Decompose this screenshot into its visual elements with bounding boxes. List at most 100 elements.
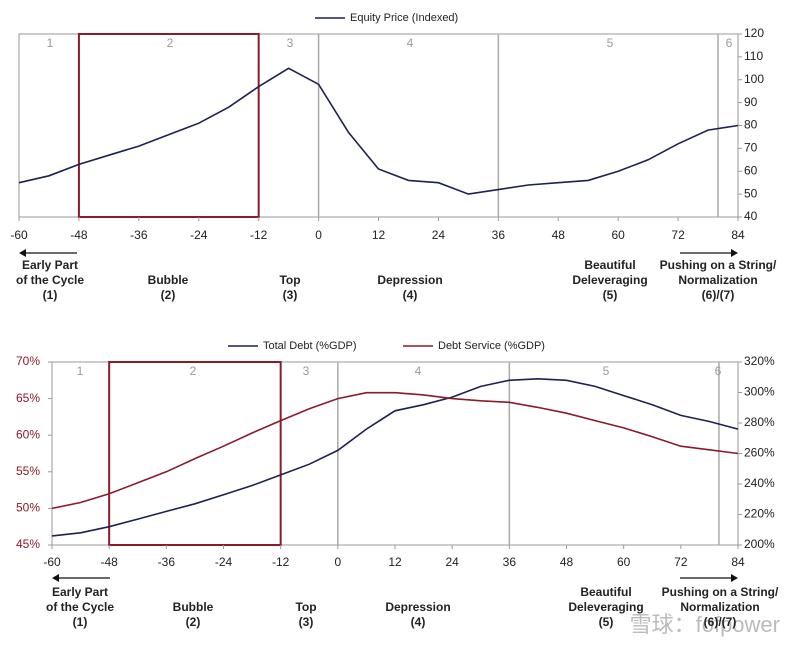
x-tick-label: 36 — [503, 555, 517, 569]
y-tick-label: 60% — [16, 427, 40, 441]
y-tick-label: 50% — [16, 501, 40, 515]
x-tick-label: -12 — [272, 555, 290, 569]
x-tick-label: 0 — [315, 228, 322, 242]
phase-number: 6 — [726, 36, 733, 50]
phase-label: Normalization — [678, 273, 757, 287]
phase-number: 3 — [303, 364, 310, 378]
phase-label: (2) — [186, 615, 201, 629]
y2-tick-label: 60 — [744, 163, 758, 177]
phase-label: Beautiful — [580, 585, 631, 599]
phase-label: (3) — [299, 615, 314, 629]
y2-tick-label: 90 — [744, 95, 758, 109]
y2-tick-label: 40 — [744, 209, 758, 223]
y2-tick-label: 320% — [744, 354, 775, 368]
y2-tick-label: 80 — [744, 118, 758, 132]
y-tick-label: 65% — [16, 391, 40, 405]
phase-label: (1) — [73, 615, 88, 629]
phase-label: Beautiful — [584, 258, 635, 272]
y2-tick-label: 280% — [744, 415, 775, 429]
phase-label: Depression — [385, 600, 450, 614]
y2-tick-label: 260% — [744, 446, 775, 460]
series-line — [51, 391, 739, 510]
x-tick-label: 84 — [731, 555, 745, 569]
x-tick-label: -60 — [43, 555, 61, 569]
phase-label: Bubble — [173, 600, 214, 614]
phase-number: 2 — [167, 36, 174, 50]
x-tick-label: 72 — [671, 228, 685, 242]
phase-label: (5) — [599, 615, 614, 629]
watermark: 雪球：fofpower — [630, 612, 780, 637]
phase-label: of the Cycle — [46, 600, 114, 614]
plot-frame — [18, 33, 739, 218]
bubble-highlight — [108, 361, 282, 546]
x-tick-label: 84 — [731, 228, 745, 242]
phase-label: Depression — [377, 273, 442, 287]
phase-label: Early Part — [52, 585, 108, 599]
y2-tick-label: 300% — [744, 385, 775, 399]
x-tick-label: 24 — [445, 555, 459, 569]
plot-frame — [51, 361, 739, 546]
x-tick-label: -48 — [100, 555, 118, 569]
phase-label: (2) — [161, 288, 176, 302]
series-line — [18, 67, 739, 195]
legend-label: Equity Price (Indexed) — [350, 12, 458, 24]
phase-label: (3) — [283, 288, 298, 302]
phase-label: (4) — [403, 288, 418, 302]
x-tick-label: 12 — [372, 228, 386, 242]
y2-tick-label: 200% — [744, 537, 775, 551]
y2-tick-label: 100 — [744, 72, 764, 86]
phase-label: Early Part — [22, 258, 78, 272]
bubble-highlight — [77, 33, 260, 218]
arrow-head — [52, 574, 59, 582]
arrow-head — [19, 249, 26, 257]
x-tick-label: 72 — [674, 555, 688, 569]
x-tick-label: -24 — [215, 555, 233, 569]
x-tick-label: 60 — [617, 555, 631, 569]
x-tick-label: 0 — [334, 555, 341, 569]
phase-number: 1 — [47, 36, 54, 50]
phase-label: Top — [295, 600, 316, 614]
phase-number: 5 — [603, 364, 610, 378]
x-tick-label: -36 — [158, 555, 176, 569]
y2-tick-label: 220% — [744, 507, 775, 521]
x-tick-label: -12 — [250, 228, 268, 242]
x-tick-label: 36 — [492, 228, 506, 242]
y2-tick-label: 50 — [744, 186, 758, 200]
phase-label: Deleveraging — [572, 273, 647, 287]
legend-label: Debt Service (%GDP) — [438, 340, 545, 352]
phase-label: (6)/(7) — [702, 288, 735, 302]
x-tick-label: -24 — [190, 228, 208, 242]
phase-label: Bubble — [148, 273, 189, 287]
x-tick-label: 48 — [552, 228, 566, 242]
phase-label: Pushing on a String/ — [660, 258, 777, 272]
y-tick-label: 70% — [16, 354, 40, 368]
phase-label: Top — [279, 273, 300, 287]
series-line — [51, 377, 739, 537]
phase-label: of the Cycle — [16, 273, 84, 287]
phase-label: Pushing on a String/ — [662, 585, 779, 599]
phase-number: 4 — [407, 36, 414, 50]
y2-tick-label: 110 — [744, 49, 763, 63]
x-tick-label: 48 — [560, 555, 574, 569]
x-tick-label: 24 — [432, 228, 446, 242]
phase-number: 6 — [715, 364, 722, 378]
phase-number: 2 — [190, 364, 197, 378]
phase-label: (5) — [603, 288, 618, 302]
y2-tick-label: 120 — [744, 26, 764, 40]
phase-label: (1) — [43, 288, 58, 302]
arrow-head — [731, 574, 738, 582]
phase-number: 1 — [77, 364, 84, 378]
legend-label: Total Debt (%GDP) — [263, 340, 357, 352]
phase-label: (4) — [411, 615, 426, 629]
phase-label: Normalization — [680, 600, 759, 614]
x-tick-label: 60 — [611, 228, 625, 242]
x-tick-label: -60 — [10, 228, 28, 242]
y2-tick-label: 240% — [744, 476, 775, 490]
phase-label: (6)/(7) — [704, 615, 737, 629]
y2-tick-label: 70 — [744, 141, 758, 155]
x-tick-label: -48 — [70, 228, 88, 242]
y-tick-label: 55% — [16, 464, 40, 478]
x-tick-label: 12 — [388, 555, 402, 569]
arrow-head — [731, 249, 738, 257]
